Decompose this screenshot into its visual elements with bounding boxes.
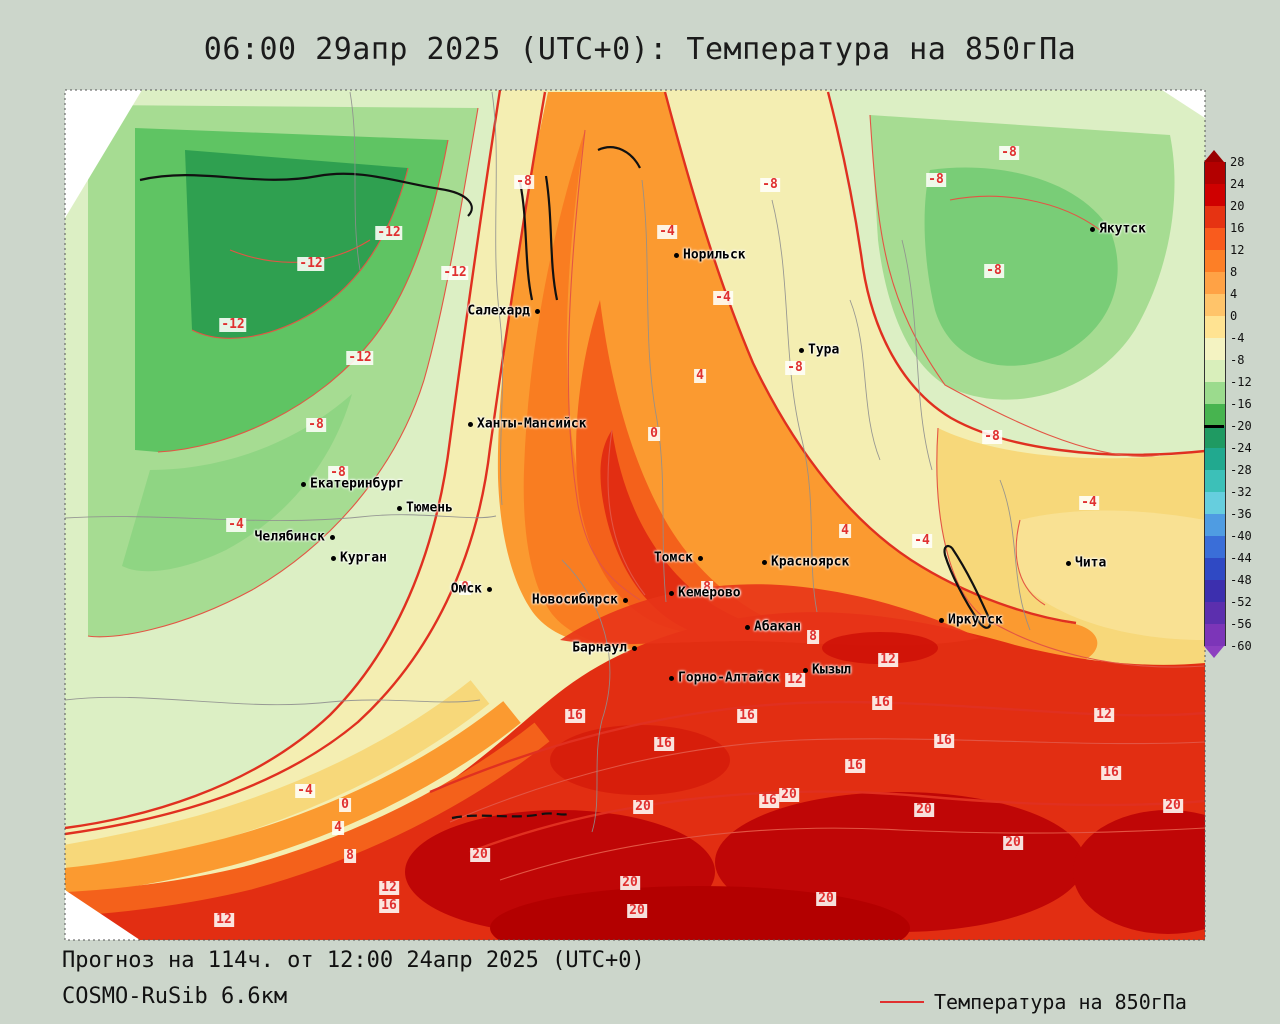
colorbar-tick: 8 — [1230, 265, 1238, 279]
colorbar-tick: 4 — [1230, 287, 1238, 301]
projection-corner-topright — [1162, 90, 1205, 118]
legend: Температура на 850гПа — [880, 990, 1187, 1014]
colorbar-tick: 24 — [1230, 177, 1245, 191]
colorbar-cell — [1205, 162, 1225, 184]
admin-border-lines — [65, 91, 1031, 833]
colorbar-tick: -36 — [1230, 507, 1252, 521]
colorbar-cell — [1205, 294, 1225, 316]
colorbar-cell — [1205, 206, 1225, 228]
page-title: 06:00 29апр 2025 (UTC+0): Температура на… — [203, 32, 1077, 67]
colorbar-cell — [1205, 316, 1225, 338]
colorbar-zero-marker — [1204, 425, 1224, 428]
colorbar-tick: -4 — [1230, 331, 1245, 345]
footer-forecast-text: Прогноз на 114ч. от 12:00 24апр 2025 (UT… — [62, 948, 645, 973]
colorbar-cell — [1205, 624, 1225, 646]
colorbar-cell — [1205, 228, 1225, 250]
coastline-lines — [139, 146, 992, 820]
colorbar-tick: -12 — [1230, 375, 1252, 389]
colorbar-tick: -28 — [1230, 463, 1252, 477]
colorbar-tick: -48 — [1230, 573, 1252, 587]
colorbar-cell — [1205, 492, 1225, 514]
colorbar-cell — [1205, 250, 1225, 272]
colorbar-cell — [1205, 580, 1225, 602]
colorbar-tick: -44 — [1230, 551, 1252, 565]
footer-model-text: COSMO-RuSib 6.6км — [62, 984, 288, 1009]
colorbar-tick: -24 — [1230, 441, 1252, 455]
isotherm-lines-major — [65, 90, 1205, 854]
colorbar-cell — [1205, 426, 1225, 448]
colorbar-tick: -16 — [1230, 397, 1252, 411]
colorbar-tick: -8 — [1230, 353, 1245, 367]
projection-corner-topleft — [65, 90, 142, 218]
projection-corner-bottomleft — [65, 890, 140, 940]
colorbar: 28 24 20 16 12 8 4 0 -4 -8 -12 -16 -20 -24 -28 -32 -36 -4… — [1204, 150, 1264, 658]
colorbar-tick: -32 — [1230, 485, 1252, 499]
colorbar-cells — [1204, 162, 1226, 646]
colorbar-cell — [1205, 338, 1225, 360]
colorbar-cell — [1205, 448, 1225, 470]
colorbar-tick: -52 — [1230, 595, 1252, 609]
legend-line-icon — [880, 1001, 924, 1003]
colorbar-cell — [1205, 514, 1225, 536]
colorbar-cell — [1205, 470, 1225, 492]
legend-label: Температура на 850гПа — [934, 990, 1187, 1014]
colorbar-cell — [1205, 360, 1225, 382]
colorbar-tick: -56 — [1230, 617, 1252, 631]
colorbar-tick: -20 — [1230, 419, 1252, 433]
isotherm-lines-minor — [87, 107, 1205, 881]
colorbar-tick: 16 — [1230, 221, 1245, 235]
colorbar-tick: 28 — [1230, 155, 1245, 169]
colorbar-tick: 0 — [1230, 309, 1238, 323]
colorbar-cell — [1205, 272, 1225, 294]
colorbar-tick: -40 — [1230, 529, 1252, 543]
colorbar-cell — [1205, 184, 1225, 206]
colorbar-tick: 12 — [1230, 243, 1245, 257]
colorbar-cell — [1205, 382, 1225, 404]
colorbar-top-arrow-icon — [1204, 150, 1224, 162]
colorbar-cell — [1205, 404, 1225, 426]
colorbar-cell — [1205, 558, 1225, 580]
colorbar-tick: -60 — [1230, 639, 1252, 653]
colorbar-cell — [1205, 536, 1225, 558]
colorbar-bottom-arrow-icon — [1204, 646, 1224, 658]
colorbar-tick: 20 — [1230, 199, 1245, 213]
colorbar-cell — [1205, 602, 1225, 624]
